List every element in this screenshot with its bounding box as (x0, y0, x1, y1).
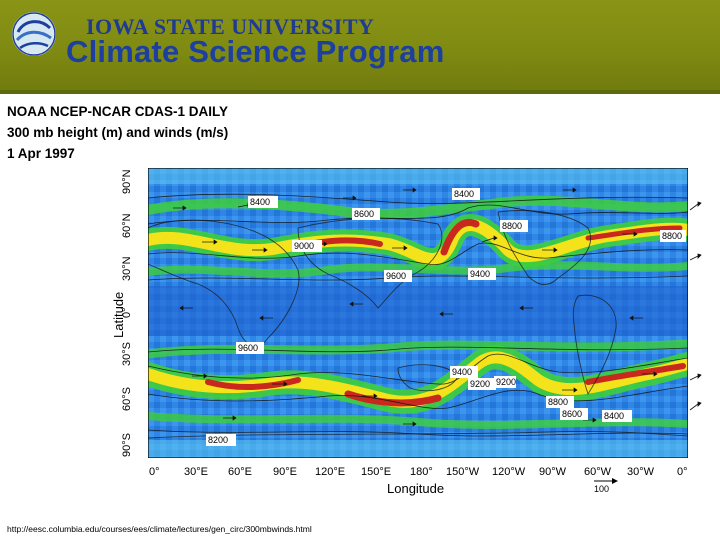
contour-label: 8600 (354, 209, 374, 219)
lat-tick-60s: 60°S (121, 387, 133, 411)
wind-height-map: 8400 8400 8600 8800 9000 9600 9400 8800 … (148, 168, 688, 458)
lon-tick: 0° (149, 466, 160, 478)
contour-label: 8800 (662, 231, 682, 241)
contour-label: 9400 (452, 367, 472, 377)
contour-label: 8400 (250, 197, 270, 207)
source-link[interactable]: http://eesc.columbia.edu/courses/ees/cli… (7, 524, 312, 534)
contour-label: 9600 (386, 271, 406, 281)
banner-divider (0, 90, 720, 94)
longitude-axis-title: Longitude (387, 481, 445, 496)
contour-label: 8200 (208, 435, 228, 445)
contour-label: 8400 (604, 411, 624, 421)
caption-date: 1 Apr 1997 (7, 146, 75, 161)
lat-tick-30s: 30°S (121, 342, 133, 366)
swirl-globe-icon (12, 12, 56, 56)
lon-tick: 90°E (273, 466, 297, 478)
contour-label: 9200 (496, 377, 516, 387)
contour-label: 9200 (470, 379, 490, 389)
program-title: Climate Science Program (66, 34, 445, 69)
contour-label: 8600 (562, 409, 582, 419)
contour-label: 9600 (238, 343, 258, 353)
right-edge-arrows (689, 201, 702, 411)
lon-tick: 90°W (539, 466, 567, 478)
university-name: IOWA STATE UNIVERSITY (86, 14, 375, 39)
contour-label: 9000 (294, 241, 314, 251)
contour-label: 8800 (548, 397, 568, 407)
header-banner: IOWA STATE UNIVERSITY Climate Science Pr… (0, 0, 720, 94)
lon-tick: 60°E (228, 466, 252, 478)
contour-label: 9400 (470, 269, 490, 279)
contour-label: 8400 (454, 189, 474, 199)
lon-tick: 30°E (184, 466, 208, 478)
contour-label: 8800 (502, 221, 522, 231)
lon-tick: 30°W (627, 466, 655, 478)
lat-tick-30n: 30°N (121, 256, 133, 281)
lon-tick: 60°W (584, 466, 612, 478)
latitude-axis-title: Latitude (111, 291, 126, 338)
caption-variables: 300 mb height (m) and winds (m/s) (7, 125, 229, 140)
caption-dataset: NOAA NCEP-NCAR CDAS-1 DAILY (7, 104, 229, 119)
lon-tick: 180° (410, 466, 433, 478)
lat-tick-90n: 90°N (121, 169, 133, 194)
lon-tick: 150°W (446, 466, 480, 478)
scale-label: 100 (594, 484, 610, 494)
lat-tick-90s: 90°S (121, 433, 133, 457)
lon-tick: 0° (677, 466, 688, 478)
lon-tick: 120°W (492, 466, 526, 478)
lon-tick: 120°E (315, 466, 346, 478)
lat-tick-60n: 60°N (121, 213, 133, 238)
scale-arrow-icon (594, 478, 618, 484)
lon-tick: 150°E (361, 466, 392, 478)
